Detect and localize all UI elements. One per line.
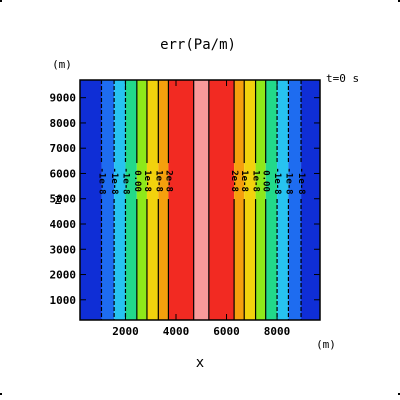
color-band <box>301 80 320 320</box>
y-tick-label: 2000 <box>50 269 77 282</box>
contour-label: -1e-8 <box>96 168 106 195</box>
contour-label: 1e-8 <box>239 170 249 192</box>
y-tick-label: 5000 <box>50 193 77 206</box>
y-tick-label: 1000 <box>50 294 77 307</box>
plot-frame <box>79 79 321 321</box>
contour-label: 1e-8 <box>251 170 261 192</box>
x-tick-label: 2000 <box>112 325 139 338</box>
x-tick-label: 6000 <box>213 325 240 338</box>
corner-mark <box>398 0 400 2</box>
y-tick-label: 7000 <box>50 142 77 155</box>
color-band <box>114 80 126 320</box>
corner-mark <box>0 0 2 2</box>
y-axis-label: z <box>54 192 62 208</box>
x-tick-label: 8000 <box>264 325 291 338</box>
y-tick-label: 4000 <box>50 218 77 231</box>
contour-label: -1e-8 <box>296 168 306 195</box>
plot-area <box>80 80 320 320</box>
color-band <box>193 80 209 320</box>
color-band <box>80 80 102 320</box>
contour-label: 0.00 <box>132 170 142 192</box>
contour-label: 1e-8 <box>142 170 152 192</box>
x-axis-label: x <box>196 355 204 371</box>
chart-title: err(Pa/m) <box>160 37 236 53</box>
color-band <box>277 80 289 320</box>
color-band <box>168 80 194 320</box>
color-band <box>101 80 115 320</box>
contour-label: 1e-8 <box>153 170 163 192</box>
y-unit-label: (m) <box>52 58 72 71</box>
y-tick-label: 8000 <box>50 117 77 130</box>
axis-layer: 2000 4000 6000 8000 1000 2000 3000 4000 5000 6000… <box>50 79 321 338</box>
color-band <box>244 80 256 320</box>
color-band <box>208 80 235 320</box>
y-tick-label: 3000 <box>50 243 77 256</box>
y-tick-label: 6000 <box>50 167 77 180</box>
x-tick-label: 4000 <box>163 325 190 338</box>
contour-label: 2e-8 <box>163 170 173 192</box>
contour-label: 2e-8 <box>229 170 239 192</box>
corner-mark <box>0 393 2 395</box>
color-band <box>158 80 169 320</box>
contour-layer: -1e-8 -1e-8 -1e-8 0.00 1e-8 1e-8 2e-8 2e-8 1e-8 1… <box>96 80 306 320</box>
contour-label: -1e-8 <box>272 168 282 195</box>
color-band <box>136 80 147 320</box>
contour-label: -1e-8 <box>109 168 119 195</box>
color-band <box>255 80 266 320</box>
color-band <box>146 80 159 320</box>
color-band <box>265 80 278 320</box>
time-label: t=0 s <box>326 72 359 85</box>
corner-mark <box>398 393 400 395</box>
color-band <box>125 80 137 320</box>
color-band <box>234 80 245 320</box>
y-tick-label: 9000 <box>50 92 77 105</box>
x-unit-label: (m) <box>316 338 336 351</box>
contour-label: -1e-8 <box>283 168 293 195</box>
color-band <box>288 80 302 320</box>
contour-label: -1e-8 <box>120 168 130 195</box>
contour-label: 0.00 <box>261 170 271 192</box>
